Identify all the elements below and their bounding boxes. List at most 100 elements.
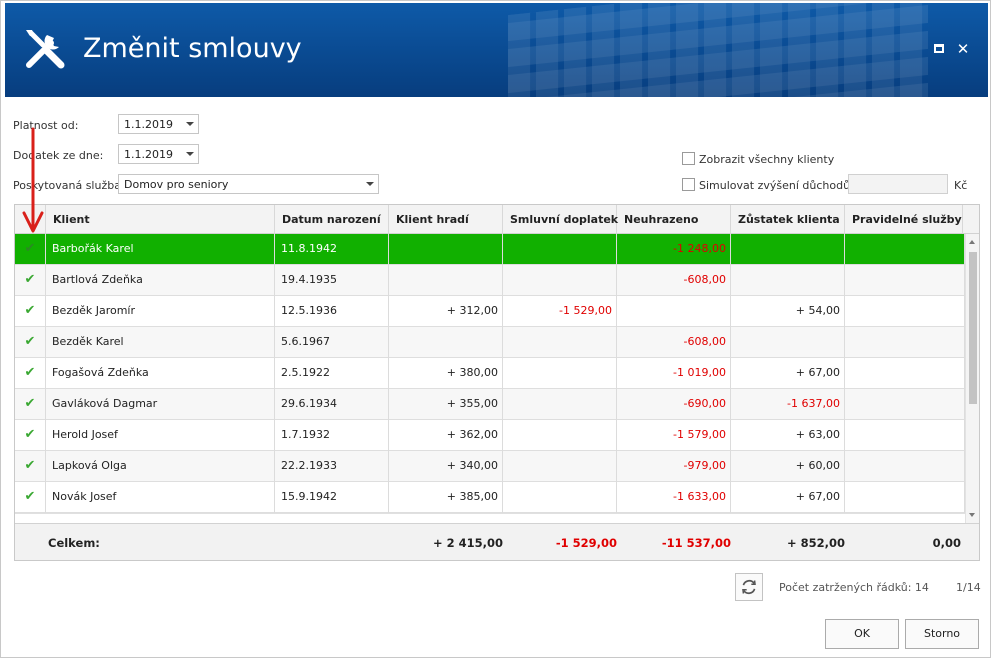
cell-neuhrazeno: -608,00 — [617, 265, 731, 296]
cell-klient-hradi: + 362,00 — [389, 420, 503, 451]
cell-smluvni-doplatek — [503, 389, 617, 420]
cancel-button[interactable]: Storno — [905, 619, 979, 649]
dodatek-label: Dodatek ze dne: — [13, 149, 104, 162]
header-zustatek[interactable]: Zůstatek klienta — [731, 205, 845, 234]
vertical-scrollbar[interactable] — [965, 234, 979, 523]
row-check-icon[interactable]: ✔ — [15, 327, 46, 358]
header-neuhrazeno[interactable]: Neuhrazeno — [617, 205, 731, 234]
header-smluvni-doplatek[interactable]: Smluvní doplatek — [503, 205, 618, 234]
title-bar[interactable]: Změnit smlouvy ✕ — [5, 3, 988, 97]
dodatek-date-picker[interactable]: 1.1.2019 — [118, 144, 199, 164]
header-klient[interactable]: Klient — [46, 205, 275, 234]
cell-neuhrazeno: -1 579,00 — [617, 420, 731, 451]
cell-klient: Fogašová Zdeňka — [46, 358, 275, 389]
cell-klient: Novák Josef — [46, 482, 275, 513]
cell-klient: Herold Josef — [46, 420, 275, 451]
scroll-up-icon[interactable] — [969, 240, 975, 244]
cell-datum: 11.8.1942 — [275, 234, 389, 265]
scroll-thumb[interactable] — [969, 252, 977, 404]
sluzba-select[interactable]: Domov pro seniory — [118, 174, 379, 194]
cell-smluvni-doplatek — [503, 234, 617, 265]
chevron-down-icon — [186, 152, 194, 156]
scroll-down-icon[interactable] — [969, 513, 975, 517]
cell-neuhrazeno: -690,00 — [617, 389, 731, 420]
platnost-value: 1.1.2019 — [124, 118, 173, 131]
table-row[interactable]: ✔ Lapková Olga 22.2.1933 + 340,00 -979,00 + 6… — [15, 451, 965, 482]
cell-neuhrazeno: -1 248,00 — [617, 234, 731, 265]
cell-zustatek — [731, 327, 845, 358]
title-bar-pattern — [508, 3, 928, 97]
refresh-icon — [742, 579, 756, 595]
cell-klient-hradi — [389, 234, 503, 265]
cell-smluvni-doplatek — [503, 420, 617, 451]
show-all-checkbox[interactable] — [682, 152, 695, 165]
simulate-checkbox[interactable] — [682, 178, 695, 191]
chevron-down-icon — [366, 182, 374, 186]
cell-pravidelne-sluzby — [845, 451, 965, 482]
table-row[interactable]: ✔ Bezděk Karel 5.6.1967 -608,00 — [15, 327, 965, 358]
platnost-date-picker[interactable]: 1.1.2019 — [118, 114, 199, 134]
cell-zustatek: + 60,00 — [731, 451, 845, 482]
sluzba-label: Poskytovaná služba: — [13, 179, 125, 192]
window-title: Změnit smlouvy — [83, 33, 302, 64]
simulate-label: Simulovat zvýšení důchodů o: — [699, 179, 864, 192]
cell-zustatek: + 54,00 — [731, 296, 845, 327]
row-check-icon[interactable]: ✔ — [15, 451, 46, 482]
table-row[interactable]: ✔ Bartlová Zdeňka 19.4.1935 -608,00 — [15, 265, 965, 296]
header-check-column[interactable] — [15, 205, 46, 234]
table-row[interactable]: ✔ Fogašová Zdeňka 2.5.1922 + 380,00 -1 019,0… — [15, 358, 965, 389]
refresh-button[interactable] — [735, 573, 763, 601]
row-check-icon[interactable]: ✔ — [15, 420, 46, 451]
cell-pravidelne-sluzby — [845, 482, 965, 513]
cell-pravidelne-sluzby — [845, 389, 965, 420]
cell-smluvni-doplatek — [503, 265, 617, 296]
row-check-icon[interactable]: ✔ — [15, 296, 46, 327]
cell-klient: Barbořák Karel — [46, 234, 275, 265]
ok-button[interactable]: OK — [825, 619, 899, 649]
header-pravidelne-sluzby[interactable]: Pravidelné služby — [845, 205, 963, 234]
table-row[interactable]: ✔ Gavláková Dagmar 29.6.1934 + 355,00 -690,0… — [15, 389, 965, 420]
cell-smluvni-doplatek — [503, 358, 617, 389]
cell-klient-hradi — [389, 327, 503, 358]
table-row[interactable]: ✔ Novák Josef 15.9.1942 + 385,00 -1 633,00 + … — [15, 482, 965, 513]
header-klient-hradi[interactable]: Klient hradí — [389, 205, 503, 234]
cell-klient: Lapková Olga — [46, 451, 275, 482]
cell-klient: Gavláková Dagmar — [46, 389, 275, 420]
contracts-grid: Klient Datum narození Klient hradí Smluv… — [14, 204, 980, 561]
grid-footer: Celkem: + 2 415,00 -1 529,00 -11 537,00 … — [15, 523, 979, 560]
cell-datum: 5.6.1967 — [275, 327, 389, 358]
cell-klient: Bartlová Zdeňka — [46, 265, 275, 296]
close-icon[interactable]: ✕ — [956, 40, 970, 58]
row-check-icon[interactable]: ✔ — [15, 389, 46, 420]
cell-klient-hradi: + 312,00 — [389, 296, 503, 327]
row-check-icon[interactable]: ✔ — [15, 265, 46, 296]
table-row[interactable]: ✔ Herold Josef 1.7.1932 + 362,00 -1 579,00 + … — [15, 420, 965, 451]
row-check-icon[interactable]: ✔ — [15, 482, 46, 513]
grid-header: Klient Datum narození Klient hradí Smluv… — [15, 205, 979, 234]
checked-rows-count: Počet zatržených řádků: 14 — [779, 581, 929, 594]
cell-neuhrazeno: -1 019,00 — [617, 358, 731, 389]
footer-zustatek: + 852,00 — [786, 536, 845, 550]
cell-smluvni-doplatek — [503, 451, 617, 482]
cell-neuhrazeno — [617, 296, 731, 327]
cell-datum: 15.9.1942 — [275, 482, 389, 513]
cell-klient: Bezděk Jaromír — [46, 296, 275, 327]
cell-datum: 2.5.1922 — [275, 358, 389, 389]
row-check-icon[interactable]: ✔ — [15, 358, 46, 389]
cell-zustatek: -1 637,00 — [731, 389, 845, 420]
header-datum[interactable]: Datum narození — [275, 205, 389, 234]
wrench-screwdriver-icon — [26, 30, 65, 69]
simulate-amount-input[interactable] — [848, 174, 948, 194]
table-row[interactable]: ✔ Bezděk Jaromír 12.5.1936 + 312,00 -1 529,0… — [15, 296, 965, 327]
cell-neuhrazeno: -1 633,00 — [617, 482, 731, 513]
dodatek-value: 1.1.2019 — [124, 148, 173, 161]
currency-label: Kč — [954, 179, 968, 192]
row-check-icon[interactable]: ✔ — [15, 234, 46, 265]
maximize-icon[interactable] — [931, 41, 947, 57]
table-row[interactable]: ✔ Barbořák Karel 11.8.1942 -1 248,00 — [15, 234, 965, 265]
platnost-label: Platnost od: — [13, 119, 79, 132]
cell-neuhrazeno: -608,00 — [617, 327, 731, 358]
cell-zustatek: + 67,00 — [731, 358, 845, 389]
annotation-arrow-icon — [22, 127, 44, 233]
